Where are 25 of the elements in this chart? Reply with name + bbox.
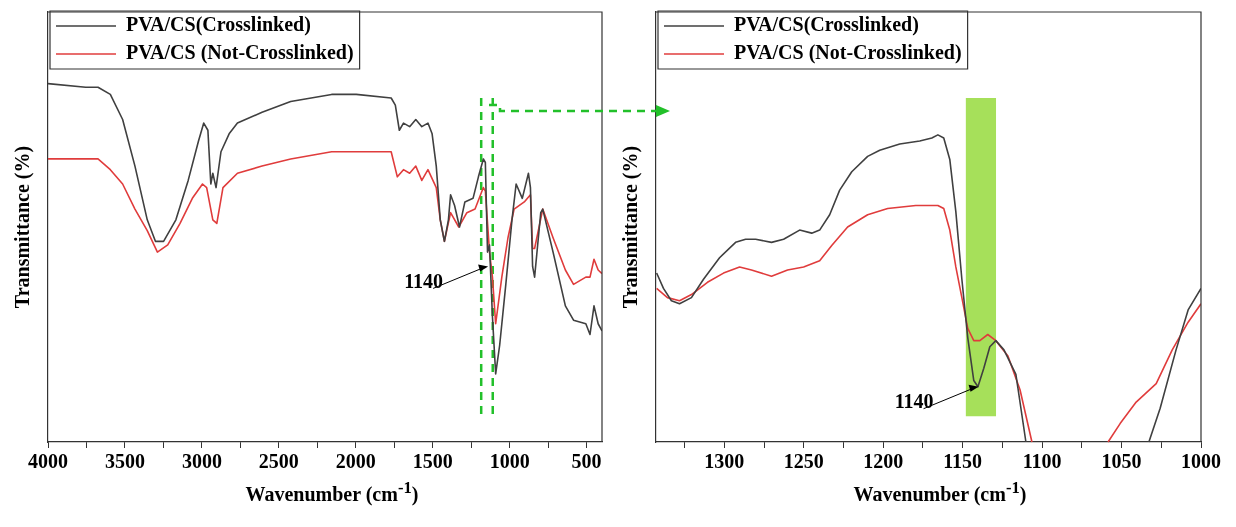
annotation: 1140 (894, 389, 934, 412)
legend-label: PVA/CS(Crosslinked) (734, 13, 919, 37)
x-tick-label: 1500 (412, 450, 453, 473)
x-tick-label: 3000 (181, 450, 222, 473)
x-tick-label: 1250 (783, 450, 824, 473)
x-tick-label: 500 (571, 450, 602, 473)
x-tick-label: 3500 (104, 450, 145, 473)
x-tick-label: 1000 (489, 450, 530, 473)
legend-label: PVA/CS (Not-Crosslinked) (734, 41, 962, 65)
x-tick-label: 2500 (258, 450, 299, 473)
y-axis-title: Transmittance (%) (619, 145, 643, 309)
x-axis-title: Wavenumber (cm$^{-1}$) (244, 478, 420, 506)
annotation: 1140 (404, 269, 444, 292)
legend-label: PVA/CS (Not-Crosslinked) (126, 41, 354, 65)
x-tick-label: 1100 (1022, 450, 1062, 473)
x-tick-label: 1050 (1101, 450, 1142, 473)
x-tick-label: 2000 (335, 450, 376, 473)
x-tick-label: 1000 (1181, 450, 1221, 473)
x-tick-label: 4000 (28, 450, 68, 473)
x-tick-label: 1200 (863, 450, 904, 473)
x-tick-label: 1300 (704, 450, 745, 473)
y-axis-title: Transmittance (%) (11, 145, 35, 309)
x-axis-title: Wavenumber (cm$^{-1}$) (852, 478, 1028, 506)
legend-label: PVA/CS(Crosslinked) (126, 13, 311, 37)
x-tick-label: 1150 (943, 450, 983, 473)
